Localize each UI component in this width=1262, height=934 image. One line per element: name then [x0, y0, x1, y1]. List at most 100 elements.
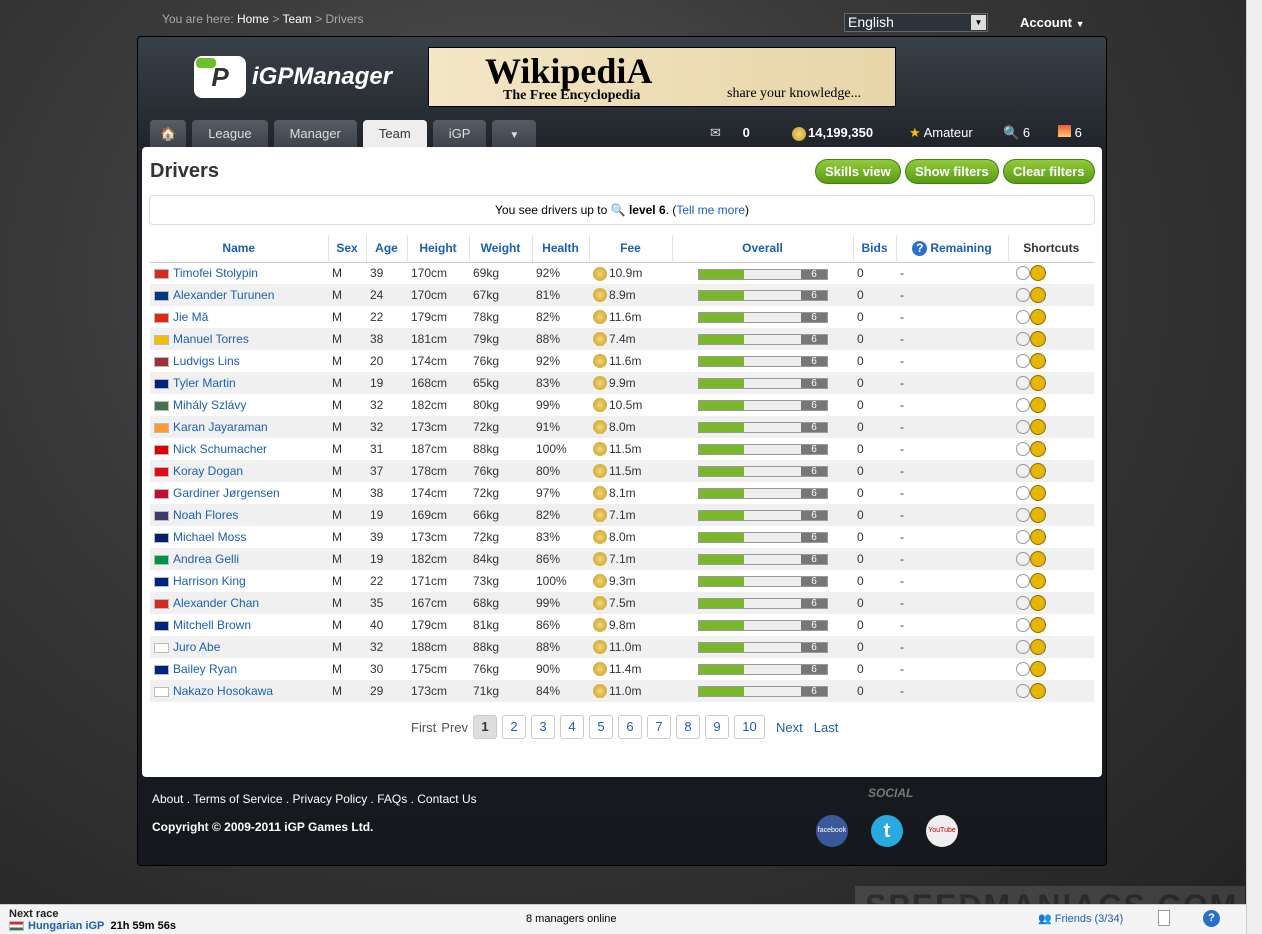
table-row[interactable]: Jie Mă M 22 179cm 78kg 82% 11.6m 6 0 -	[150, 306, 1094, 328]
column-header-age[interactable]: Age	[366, 235, 408, 263]
table-row[interactable]: Harrison King M 22 171cm 73kg 100% 9.3m …	[150, 570, 1094, 592]
page-6[interactable]: 6	[618, 715, 643, 739]
page-10[interactable]: 10	[734, 715, 766, 739]
column-header-name[interactable]: Name	[150, 235, 329, 263]
negotiate-icon[interactable]	[1016, 354, 1030, 368]
smiley-icon[interactable]	[1030, 617, 1046, 633]
smiley-icon[interactable]	[1030, 331, 1046, 347]
smiley-icon[interactable]	[1030, 661, 1046, 677]
driver-name-link[interactable]: Timofei Stolypin	[173, 266, 258, 281]
smiley-icon[interactable]	[1030, 353, 1046, 369]
smiley-icon[interactable]	[1030, 375, 1046, 391]
scrollbar[interactable]	[1246, 0, 1262, 934]
column-header-bids[interactable]: Bids	[853, 235, 897, 263]
table-row[interactable]: Manuel Torres M 38 181cm 79kg 88% 7.4m 6…	[150, 328, 1094, 350]
table-row[interactable]: Noah Flores M 19 169cm 66kg 82% 7.1m 6 0…	[150, 504, 1094, 526]
table-row[interactable]: Tyler Martin M 19 168cm 65kg 83% 9.9m 6 …	[150, 372, 1094, 394]
smiley-icon[interactable]	[1030, 309, 1046, 325]
facility-level[interactable]: 6	[1058, 125, 1082, 140]
negotiate-icon[interactable]	[1016, 640, 1030, 654]
driver-name-link[interactable]: Mihály Szlávy	[173, 398, 247, 412]
column-header-overall[interactable]: Overall	[672, 235, 854, 263]
youtube-icon[interactable]: YouTube	[926, 815, 958, 847]
page-3[interactable]: 3	[531, 715, 556, 739]
table-row[interactable]: Nick Schumacher M 31 187cm 88kg 100% 11.…	[150, 438, 1094, 460]
negotiate-icon[interactable]	[1016, 288, 1030, 302]
page-5[interactable]: 5	[589, 715, 614, 739]
negotiate-icon[interactable]	[1016, 420, 1030, 434]
driver-name-link[interactable]: Koray Dogan	[173, 464, 244, 478]
help-icon[interactable]: ?	[1203, 910, 1220, 927]
page-1[interactable]: 1	[473, 715, 498, 739]
tab-team[interactable]: Team	[362, 120, 427, 147]
driver-name-link[interactable]: Juro Abe	[173, 640, 221, 654]
column-header-sex[interactable]: Sex	[328, 235, 367, 263]
friends-link[interactable]: Friends (3/34)	[1054, 913, 1124, 925]
table-row[interactable]: Karan Jayaraman M 32 173cm 72kg 91% 8.0m…	[150, 416, 1094, 438]
driver-name-link[interactable]: Nakazo Hosokawa	[173, 684, 274, 698]
driver-name-link[interactable]: Bailey Ryan	[173, 662, 238, 676]
negotiate-icon[interactable]	[1016, 486, 1030, 500]
smiley-icon[interactable]	[1030, 287, 1046, 303]
driver-name-link[interactable]: Nick Schumacher	[173, 442, 268, 456]
page-7[interactable]: 7	[647, 715, 672, 739]
scout-level[interactable]: 🔍 6	[1003, 125, 1030, 141]
tab-manager[interactable]: Manager	[273, 120, 357, 147]
page-8[interactable]: 8	[676, 715, 701, 739]
negotiate-icon[interactable]	[1016, 574, 1030, 588]
table-row[interactable]: Michael Moss M 39 173cm 72kg 83% 8.0m 6 …	[150, 526, 1094, 548]
driver-name-link[interactable]: Andrea Gelli	[173, 552, 240, 566]
driver-name-link[interactable]: Manuel Torres	[173, 332, 249, 346]
table-row[interactable]: Mitchell Brown M 40 179cm 81kg 86% 9.8m …	[150, 614, 1094, 636]
table-row[interactable]: Bailey Ryan M 30 175cm 76kg 90% 11.4m 6 …	[150, 658, 1094, 680]
table-row[interactable]: Juro Abe M 32 188cm 88kg 88% 11.0m 6 0 -	[150, 636, 1094, 658]
smiley-icon[interactable]	[1030, 397, 1046, 413]
smiley-icon[interactable]	[1030, 639, 1046, 655]
driver-name-link[interactable]: Mitchell Brown	[173, 618, 252, 632]
tab-league[interactable]: League	[192, 120, 268, 147]
smiley-icon[interactable]	[1030, 507, 1046, 523]
help-icon[interactable]: ?	[912, 240, 928, 256]
negotiate-icon[interactable]	[1016, 530, 1030, 544]
negotiate-icon[interactable]	[1016, 684, 1030, 698]
tab-more[interactable]: ▼	[492, 120, 537, 147]
driver-name-link[interactable]: Noah Flores	[173, 508, 239, 522]
negotiate-icon[interactable]	[1016, 442, 1030, 456]
breadcrumb-home[interactable]: Home	[236, 12, 269, 26]
driver-name-link[interactable]: Gardiner Jørgensen	[173, 486, 280, 500]
driver-name-link[interactable]: Harrison King	[173, 574, 246, 588]
negotiate-icon[interactable]	[1016, 618, 1030, 632]
race-link[interactable]: Hungarian iGP	[28, 920, 105, 932]
table-row[interactable]: Alexander Turunen M 24 170cm 67kg 81% 8.…	[150, 284, 1094, 306]
table-row[interactable]: Alexander Chan M 35 167cm 68kg 99% 7.5m …	[150, 592, 1094, 614]
page-9[interactable]: 9	[705, 715, 730, 739]
negotiate-icon[interactable]	[1016, 398, 1030, 412]
table-row[interactable]: Gardiner Jørgensen M 38 174cm 72kg 97% 8…	[150, 482, 1094, 504]
smiley-icon[interactable]	[1030, 529, 1046, 545]
driver-name-link[interactable]: Michael Moss	[173, 530, 247, 544]
smiley-icon[interactable]	[1030, 595, 1046, 611]
column-header-health[interactable]: Health	[532, 235, 590, 263]
table-row[interactable]: Andrea Gelli M 19 182cm 84kg 86% 7.1m 6 …	[150, 548, 1094, 570]
twitter-icon[interactable]: t	[871, 815, 903, 847]
negotiate-icon[interactable]	[1016, 596, 1030, 610]
page-4[interactable]: 4	[560, 715, 585, 739]
table-row[interactable]: Nakazo Hosokawa M 29 173cm 71kg 84% 11.0…	[150, 680, 1094, 702]
account-menu[interactable]: Account ▼	[1020, 15, 1085, 30]
negotiate-icon[interactable]	[1016, 310, 1030, 324]
footer-link-about[interactable]: About	[152, 792, 184, 806]
tell-me-more-link[interactable]: Tell me more	[676, 203, 745, 217]
driver-name-link[interactable]: Alexander Turunen	[173, 288, 275, 302]
negotiate-icon[interactable]	[1016, 332, 1030, 346]
skills-view-button[interactable]: Skills view	[815, 159, 901, 184]
column-header-weight[interactable]: Weight	[469, 235, 533, 263]
driver-name-link[interactable]: Alexander Chan	[173, 596, 260, 610]
smiley-icon[interactable]	[1030, 551, 1046, 567]
negotiate-icon[interactable]	[1016, 662, 1030, 676]
smiley-icon[interactable]	[1030, 419, 1046, 435]
smiley-icon[interactable]	[1030, 265, 1046, 282]
negotiate-icon[interactable]	[1016, 464, 1030, 478]
friends[interactable]: 👥 Friends (3/34)	[1038, 912, 1123, 925]
prev-page[interactable]: Prev	[441, 719, 469, 735]
